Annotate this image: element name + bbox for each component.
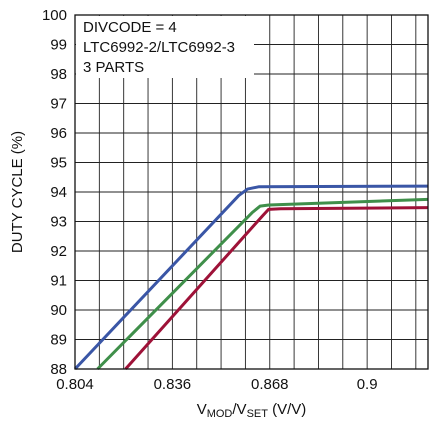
y-tick-label: 100: [42, 7, 67, 24]
x-axis-label: VMOD/VSET (V/V): [197, 401, 307, 420]
y-tick-label: 95: [50, 155, 67, 172]
y-axis-label: DUTY CYCLE (%): [9, 131, 26, 253]
annotation-box: [76, 16, 254, 78]
annotation-text: DIVCODE = 4 LTC6992-2/LTC6992-3 3 PARTS: [83, 19, 235, 76]
annotation-line: DIVCODE = 4: [83, 19, 177, 36]
x-label-v1: V: [197, 401, 207, 418]
y-tick-label: 92: [50, 243, 67, 260]
y-tick-label: 99: [50, 37, 67, 54]
series-line-1: [73, 184, 429, 371]
x-tick-label: 0.836: [154, 376, 192, 393]
x-tick-label: 0.9: [357, 376, 378, 393]
x-label-sub1: MOD: [207, 408, 233, 420]
annotation-line: 3 PARTS: [83, 59, 144, 76]
x-label-sub2: SET: [247, 408, 269, 420]
series-line-3: [124, 206, 429, 371]
y-tick-labels: 88 89 90 91 92 93 94 95 96 97 98 99 100: [42, 7, 67, 378]
y-tick-label: 94: [50, 184, 67, 201]
y-tick-label: 88: [50, 361, 67, 378]
y-tick-label: 97: [50, 96, 67, 113]
y-tick-label: 93: [50, 214, 67, 231]
y-tick-label: 96: [50, 125, 67, 142]
x-tick-label: 0.804: [56, 376, 94, 393]
y-tick-label: 98: [50, 66, 67, 83]
series-lines: [73, 184, 429, 371]
x-label-unit: (V/V): [268, 401, 306, 418]
x-tick-label: 0.868: [251, 376, 289, 393]
plot-frame: [74, 14, 429, 370]
annotation-line: LTC6992-2/LTC6992-3: [83, 39, 235, 56]
x-tick-labels: 0.804 0.836 0.868 0.9: [56, 376, 377, 393]
x-label-sep: /V: [232, 401, 246, 418]
y-tick-label: 91: [50, 273, 67, 290]
y-tick-label: 90: [50, 302, 67, 319]
y-tick-label: 89: [50, 332, 67, 349]
series-line-2: [96, 197, 429, 371]
